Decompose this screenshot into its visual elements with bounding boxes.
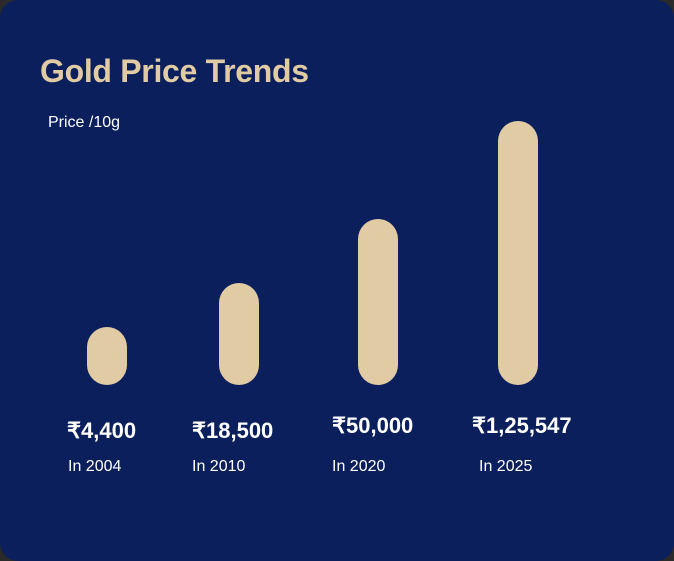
bar-2025 bbox=[498, 121, 538, 385]
chart-title: Gold Price Trends bbox=[40, 53, 309, 89]
bar-2010 bbox=[219, 283, 259, 385]
year-label-2025: In 2025 bbox=[479, 458, 533, 475]
bar-2004 bbox=[87, 327, 127, 385]
price-label-2020: ₹50,000 bbox=[332, 413, 414, 438]
bar-2020 bbox=[358, 219, 398, 385]
year-label-2020: In 2020 bbox=[332, 458, 386, 475]
price-label-2025: ₹1,25,547 bbox=[472, 413, 572, 438]
price-label-2010: ₹18,500 bbox=[192, 418, 274, 443]
price-label-2004: ₹4,400 bbox=[67, 418, 137, 443]
unit-label: Price /10g bbox=[48, 114, 121, 131]
year-label-2010: In 2010 bbox=[192, 458, 246, 475]
year-label-2004: In 2004 bbox=[68, 458, 122, 475]
